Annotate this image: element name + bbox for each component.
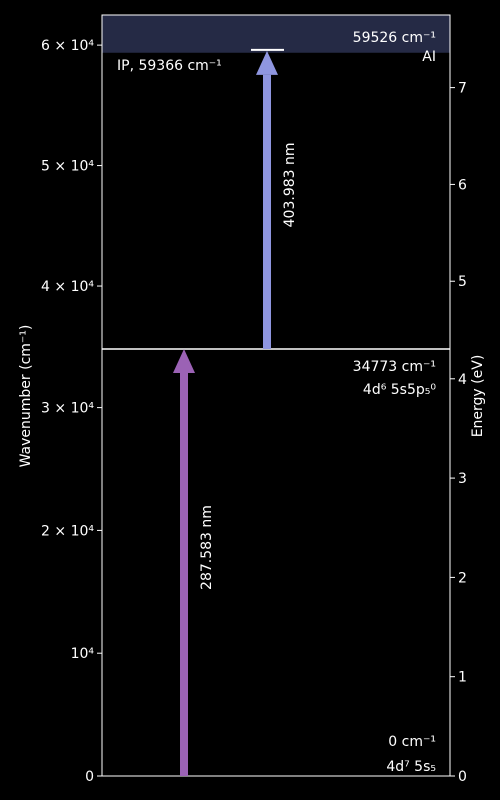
left-tick-label: 6 × 10⁴	[41, 38, 94, 54]
right-tick-label: 7	[458, 81, 467, 97]
transition-arrow-head	[256, 50, 278, 75]
right-tick-label: 5	[458, 274, 467, 290]
left-tick-label: 3 × 10⁴	[41, 401, 94, 417]
right-tick-label: 6	[458, 177, 467, 193]
transition-arrow-shaft	[180, 373, 188, 776]
level-energy-label: 0 cm⁻¹	[388, 734, 436, 750]
transition-wavelength-label: 287.583 nm	[199, 505, 215, 590]
right-tick-label: 0	[458, 769, 467, 785]
right-tick-label: 1	[458, 670, 467, 686]
right-tick-label: 2	[458, 570, 467, 586]
lower-panel-frame	[101, 348, 451, 777]
level-energy-label: 59526 cm⁻¹	[353, 30, 436, 46]
panel-frames	[101, 14, 451, 777]
ionization-potential-label: IP, 59366 cm⁻¹	[117, 58, 222, 74]
left-tick-label: 4 × 10⁴	[41, 279, 94, 295]
y-axis-title-right: Energy (eV)	[470, 355, 486, 438]
y-axis-title-left: Wavenumber (cm⁻¹)	[18, 325, 34, 468]
left-tick-label: 5 × 10⁴	[41, 159, 94, 175]
transition-arrow-head	[173, 349, 195, 373]
level-config-label: AI	[422, 49, 436, 65]
transition-arrow-shaft	[263, 74, 271, 350]
transition-wavelength-label: 403.983 nm	[282, 142, 298, 227]
left-tick-label: 0	[85, 769, 94, 785]
left-tick-label: 2 × 10⁴	[41, 523, 94, 539]
ionization-band	[102, 15, 450, 53]
right-tick-label: 3	[458, 471, 467, 487]
left-tick-label: 10⁴	[71, 646, 95, 662]
level-config-label: 4d⁷ 5s₅	[386, 759, 436, 775]
level-energy-label: 34773 cm⁻¹	[353, 359, 436, 375]
right-tick-label: 4	[458, 372, 467, 388]
level-config-label: 4d⁶ 5s5p₅⁰	[363, 382, 436, 398]
